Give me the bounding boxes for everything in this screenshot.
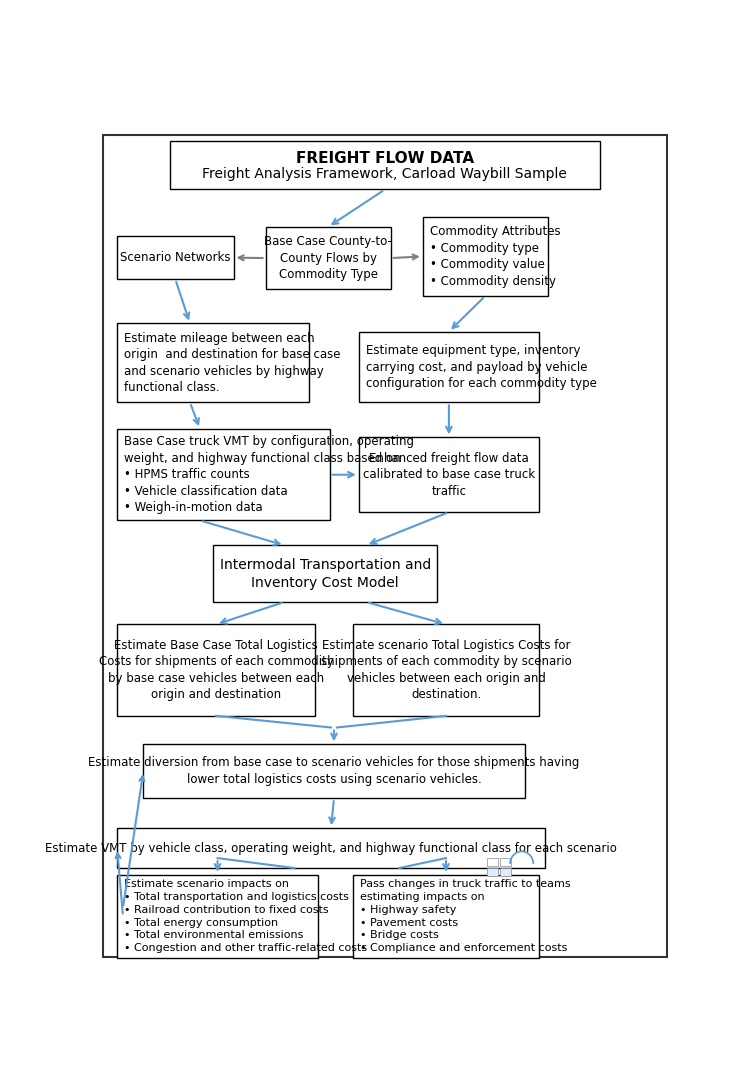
Text: Scenario Networks: Scenario Networks (120, 252, 231, 265)
Bar (117, 323, 309, 403)
Bar (266, 227, 391, 289)
Text: Estimate scenario Total Logistics Costs for
shipments of each commodity by scena: Estimate scenario Total Logistics Costs … (321, 639, 572, 701)
Text: Estimate equipment type, inventory
carrying cost, and payload by vehicle
configu: Estimate equipment type, inventory carry… (366, 345, 596, 390)
Bar (359, 437, 539, 512)
Text: FREIGHT FLOW DATA: FREIGHT FLOW DATA (296, 150, 474, 165)
Text: Intermodal Transportation and
Inventory Cost Model: Intermodal Transportation and Inventory … (219, 557, 431, 590)
Bar (423, 217, 547, 296)
Bar (117, 828, 545, 868)
Text: Estimate scenario impacts on
• Total transportation and logistics costs
• Railro: Estimate scenario impacts on • Total tra… (124, 879, 367, 954)
Bar (143, 744, 524, 798)
Text: Estimate diversion from base case to scenario vehicles for those shipments havin: Estimate diversion from base case to sce… (89, 756, 580, 786)
Text: Estimate mileage between each
origin  and destination for base case
and scenario: Estimate mileage between each origin and… (124, 332, 341, 394)
Bar (170, 141, 600, 189)
Text: Commodity Attributes
• Commodity type
• Commodity value
• Commodity density: Commodity Attributes • Commodity type • … (430, 225, 560, 287)
Bar (353, 624, 539, 716)
Text: Estimate VMT by vehicle class, operating weight, and highway functional class fo: Estimate VMT by vehicle class, operating… (45, 841, 617, 854)
Text: Pass changes in truck traffic to teams
estimating impacts on
• Highway safety
• : Pass changes in truck traffic to teams e… (360, 879, 571, 954)
Bar (117, 875, 318, 958)
Bar (487, 868, 499, 876)
Text: Base Case truck VMT by configuration, operating
weight, and highway functional c: Base Case truck VMT by configuration, op… (124, 435, 414, 514)
Bar (117, 429, 330, 521)
Bar (353, 875, 539, 958)
Bar (499, 859, 511, 866)
Bar (117, 624, 315, 716)
Text: Estimate Base Case Total Logistics
Costs for shipments of each commodity
by base: Estimate Base Case Total Logistics Costs… (98, 639, 333, 701)
Text: Freight Analysis Framework, Carload Waybill Sample: Freight Analysis Framework, Carload Wayb… (203, 167, 567, 181)
Text: Base Case County-to-
County Flows by
Commodity Type: Base Case County-to- County Flows by Com… (264, 235, 392, 281)
Bar (487, 859, 499, 866)
Bar (359, 332, 539, 403)
Bar (117, 237, 234, 280)
Bar (499, 868, 511, 876)
Bar (213, 545, 437, 602)
Text: Enhanced freight flow data
calibrated to base case truck
traffic: Enhanced freight flow data calibrated to… (363, 451, 535, 498)
